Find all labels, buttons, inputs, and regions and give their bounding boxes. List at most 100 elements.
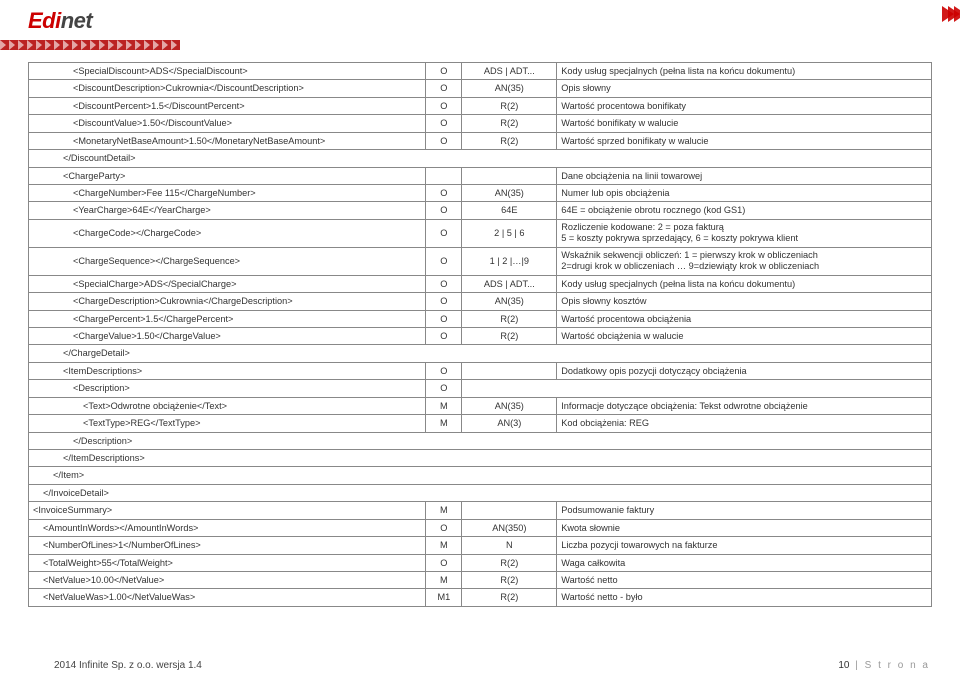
description-cell: Kwota słownie (557, 519, 932, 536)
requirement-cell: M (426, 415, 462, 432)
table-row: <SpecialDiscount>ADS</SpecialDiscount>OA… (29, 63, 932, 80)
description-cell: Dodatkowy opis pozycji dotyczący obciąże… (557, 362, 932, 379)
format-cell: R(2) (462, 571, 557, 588)
format-cell: N (462, 537, 557, 554)
table-row: </ChargeDetail> (29, 345, 932, 362)
requirement-cell: O (426, 63, 462, 80)
xml-tag-cell: </Description> (29, 432, 932, 449)
format-cell: AN(35) (462, 397, 557, 414)
xml-tag-cell: <Text>Odwrotne obciążenie</Text> (29, 397, 426, 414)
format-cell: R(2) (462, 115, 557, 132)
requirement-cell: O (426, 202, 462, 219)
description-cell: Opis słowny (557, 80, 932, 97)
description-cell: Wskaźnik sekwencji obliczeń: 1 = pierwsz… (557, 247, 932, 275)
xml-tag-cell: <ChargePercent>1.5</ChargePercent> (29, 310, 426, 327)
table-row: <ChargeCode></ChargeCode>O2 | 5 | 6Rozli… (29, 219, 932, 247)
requirement-cell: O (426, 132, 462, 149)
xml-tag-cell: <ChargeParty> (29, 167, 426, 184)
format-cell: AN(350) (462, 519, 557, 536)
xml-tag-cell: <NetValue>10.00</NetValue> (29, 571, 426, 588)
requirement-cell: O (426, 275, 462, 292)
table-row: <AmountInWords></AmountInWords>OAN(350)K… (29, 519, 932, 536)
table-row: <Text>Odwrotne obciążenie</Text>MAN(35)I… (29, 397, 932, 414)
description-cell: Wartość obciążenia w walucie (557, 328, 932, 345)
table-row: <TotalWeight>55</TotalWeight>OR(2)Waga c… (29, 554, 932, 571)
description-cell: 64E = obciążenie obrotu rocznego (kod GS… (557, 202, 932, 219)
content-area: <SpecialDiscount>ADS</SpecialDiscount>OA… (0, 48, 960, 607)
format-cell: ADS | ADT... (462, 275, 557, 292)
requirement-cell: M (426, 537, 462, 554)
requirement-cell: O (426, 219, 462, 247)
table-row: <DiscountPercent>1.5</DiscountPercent>OR… (29, 97, 932, 114)
description-cell: Wartość netto - było (557, 589, 932, 606)
format-cell: AN(35) (462, 80, 557, 97)
table-row: <MonetaryNetBaseAmount>1.50</MonetaryNet… (29, 132, 932, 149)
format-cell: 2 | 5 | 6 (462, 219, 557, 247)
format-cell (462, 362, 557, 379)
requirement-cell: O (426, 519, 462, 536)
requirement-cell: O (426, 310, 462, 327)
xml-tag-cell: <MonetaryNetBaseAmount>1.50</MonetaryNet… (29, 132, 426, 149)
description-cell: Waga całkowita (557, 554, 932, 571)
table-row: <Description>O (29, 380, 932, 397)
requirement-cell: M (426, 571, 462, 588)
xml-tag-cell: </DiscountDetail> (29, 150, 932, 167)
description-cell: Wartość bonifikaty w walucie (557, 115, 932, 132)
xml-tag-cell: <NetValueWas>1.00</NetValueWas> (29, 589, 426, 606)
description-cell: Informacje dotyczące obciążenia: Tekst o… (557, 397, 932, 414)
format-cell (462, 502, 557, 519)
description-cell: Opis słowny kosztów (557, 293, 932, 310)
table-row: </Item> (29, 467, 932, 484)
logo: Edinet (28, 8, 92, 34)
xml-tag-cell: </InvoiceDetail> (29, 484, 932, 501)
description-cell: Wartość sprzed bonifikaty w walucie (557, 132, 932, 149)
table-row: <InvoiceSummary>MPodsumowanie faktury (29, 502, 932, 519)
xml-tag-cell: <DiscountValue>1.50</DiscountValue> (29, 115, 426, 132)
requirement-cell: O (426, 293, 462, 310)
format-cell: R(2) (462, 328, 557, 345)
table-row: <NumberOfLines>1</NumberOfLines>MNLiczba… (29, 537, 932, 554)
format-cell: R(2) (462, 97, 557, 114)
footer-page: 10 | S t r o n a (838, 660, 930, 671)
format-cell: 64E (462, 202, 557, 219)
chevron-bar-icon (0, 40, 180, 50)
table-row: <DiscountValue>1.50</DiscountValue>OR(2)… (29, 115, 932, 132)
table-row: <NetValueWas>1.00</NetValueWas>M1R(2)War… (29, 589, 932, 606)
table-row: <YearCharge>64E</YearCharge>O64E64E = ob… (29, 202, 932, 219)
format-cell: ADS | ADT... (462, 63, 557, 80)
logo-red: Edi (28, 8, 61, 33)
xml-tag-cell: <AmountInWords></AmountInWords> (29, 519, 426, 536)
xml-tag-cell: <TotalWeight>55</TotalWeight> (29, 554, 426, 571)
xml-spec-table: <SpecialDiscount>ADS</SpecialDiscount>OA… (28, 62, 932, 607)
xml-tag-cell: <InvoiceSummary> (29, 502, 426, 519)
format-cell: 1 | 2 |…|9 (462, 247, 557, 275)
table-row: <ChargePercent>1.5</ChargePercent>OR(2)W… (29, 310, 932, 327)
description-cell: Wartość netto (557, 571, 932, 588)
xml-tag-cell: <YearCharge>64E</YearCharge> (29, 202, 426, 219)
description-cell: Rozliczenie kodowane: 2 = poza fakturą5 … (557, 219, 932, 247)
xml-tag-cell: <ChargeValue>1.50</ChargeValue> (29, 328, 426, 345)
xml-tag-cell: </ItemDescriptions> (29, 450, 932, 467)
requirement-cell: O (426, 247, 462, 275)
footer-left: 2014 Infinite Sp. z o.o. wersja 1.4 (54, 660, 202, 671)
requirement-cell: M (426, 502, 462, 519)
xml-tag-cell: <NumberOfLines>1</NumberOfLines> (29, 537, 426, 554)
format-cell: AN(35) (462, 293, 557, 310)
requirement-cell: O (426, 328, 462, 345)
xml-tag-cell: <SpecialCharge>ADS</SpecialCharge> (29, 275, 426, 292)
requirement-cell: M (426, 397, 462, 414)
logo-dark: net (61, 8, 93, 33)
page-header: Edinet (0, 0, 960, 48)
table-row: <ChargeDescription>Cukrownia</ChargeDesc… (29, 293, 932, 310)
table-row: </DiscountDetail> (29, 150, 932, 167)
description-cell: Kody usług specjalnych (pełna lista na k… (557, 63, 932, 80)
xml-tag-cell: <SpecialDiscount>ADS</SpecialDiscount> (29, 63, 426, 80)
description-cell: Wartość procentowa bonifikaty (557, 97, 932, 114)
description-cell: Wartość procentowa obciążenia (557, 310, 932, 327)
table-row: <DiscountDescription>Cukrownia</Discount… (29, 80, 932, 97)
format-cell (462, 167, 557, 184)
format-cell: AN(35) (462, 184, 557, 201)
xml-tag-cell: </Item> (29, 467, 932, 484)
format-cell: AN(3) (462, 415, 557, 432)
page-footer: 2014 Infinite Sp. z o.o. wersja 1.4 10 |… (54, 660, 930, 671)
